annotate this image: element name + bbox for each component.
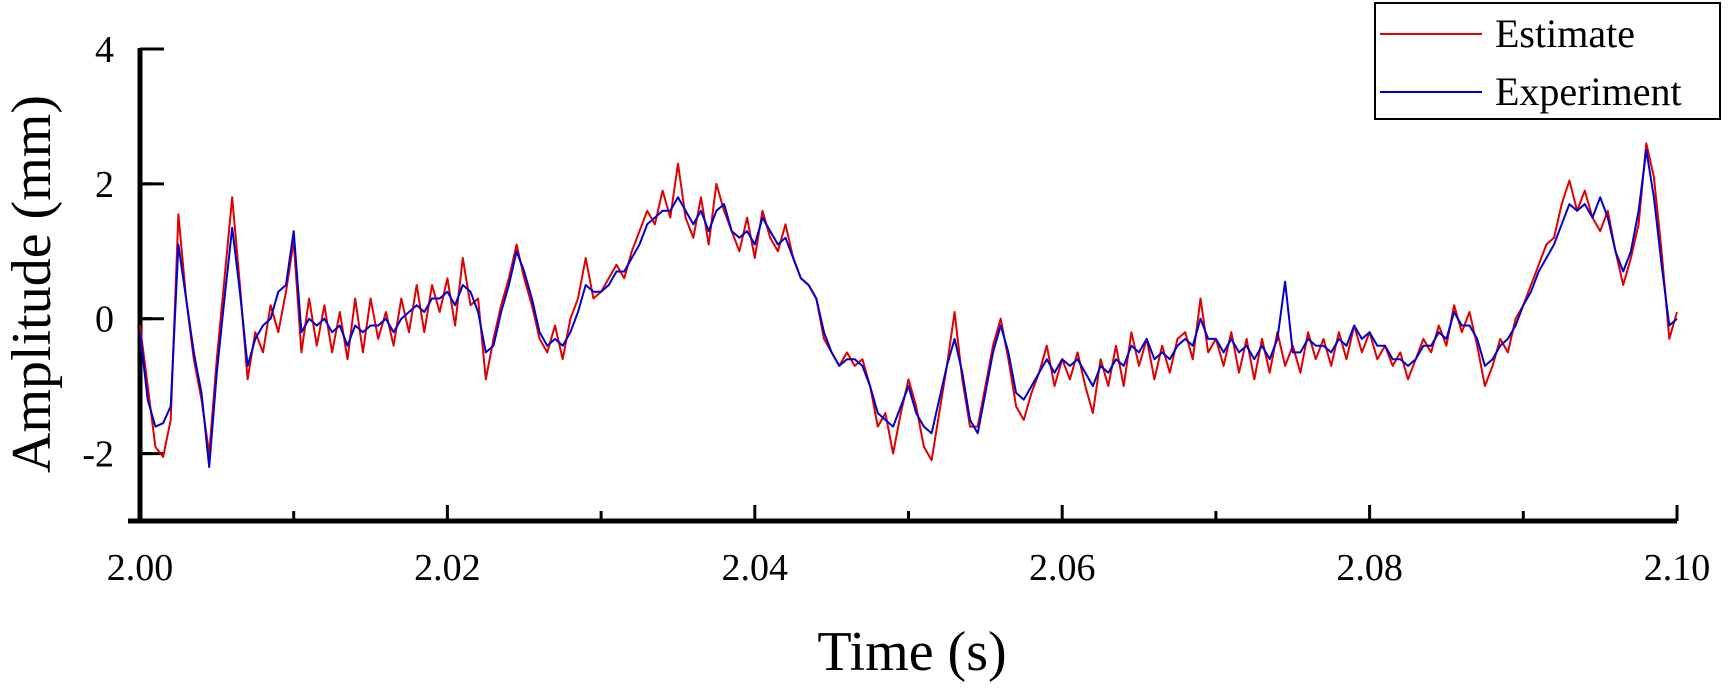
series-layer bbox=[139, 142, 1678, 469]
x-tick-label: 2.08 bbox=[1336, 547, 1403, 589]
y-tick-label: 4 bbox=[95, 29, 114, 71]
y-ticks: -2 0 2 4 bbox=[82, 29, 164, 476]
y-tick-label: -2 bbox=[82, 434, 114, 476]
x-ticks: 2.00 2.02 2.04 2.06 2.08 2.10 bbox=[107, 505, 1711, 589]
x-axis-title: Time (s) bbox=[817, 621, 1006, 683]
series-line-estimate bbox=[139, 142, 1678, 462]
y-tick-label: 2 bbox=[95, 164, 114, 206]
legend-label-experiment: Experiment bbox=[1495, 69, 1682, 114]
x-tick-label: 2.10 bbox=[1644, 547, 1711, 589]
x-tick-label: 2.04 bbox=[722, 547, 789, 589]
axes: 2.00 2.02 2.04 2.06 2.08 2.10 -2 0 2 4 bbox=[82, 29, 1710, 589]
y-tick-label: 0 bbox=[95, 299, 114, 341]
y-axis-title: Amplitude (mm) bbox=[1, 95, 63, 473]
legend: Estimate Experiment bbox=[1374, 2, 1721, 120]
x-tick-label: 2.06 bbox=[1029, 547, 1096, 589]
legend-label-estimate: Estimate bbox=[1495, 11, 1635, 56]
x-tick-label: 2.00 bbox=[107, 547, 174, 589]
series-line-experiment bbox=[139, 149, 1678, 469]
x-tick-label: 2.02 bbox=[414, 547, 481, 589]
legend-box bbox=[1374, 2, 1721, 120]
